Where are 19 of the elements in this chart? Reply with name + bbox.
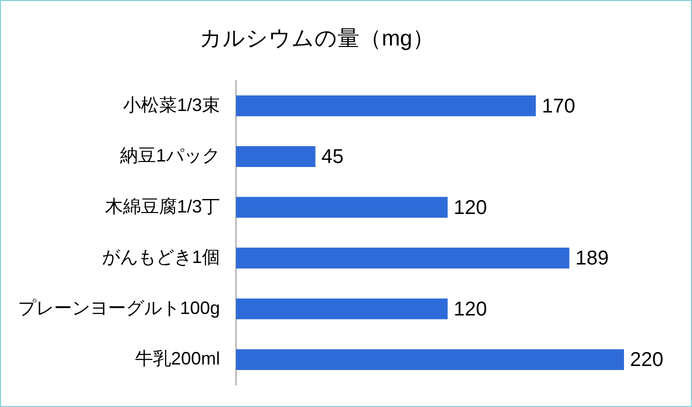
bar bbox=[236, 248, 570, 268]
chart-title: カルシウムの量（mg） bbox=[200, 25, 434, 50]
data-label: 120 bbox=[454, 298, 488, 320]
bar bbox=[236, 95, 536, 116]
y-tick-label: プレーンヨーグルト100g bbox=[18, 298, 220, 318]
bar bbox=[236, 146, 316, 167]
data-label: 120 bbox=[454, 196, 488, 219]
y-tick-label: 納豆1パック bbox=[120, 146, 220, 166]
bar bbox=[236, 196, 448, 218]
y-tick-label: がんもどき1個 bbox=[102, 247, 220, 268]
y-tick-label: 木綿豆腐1/3丁 bbox=[105, 196, 220, 216]
bar bbox=[236, 349, 624, 370]
data-label: 189 bbox=[575, 248, 609, 270]
data-label: 45 bbox=[321, 146, 344, 168]
data-label: 220 bbox=[630, 349, 664, 372]
data-label: 170 bbox=[542, 95, 576, 118]
y-tick-label: 牛乳200ml bbox=[135, 348, 220, 369]
y-tick-label: 小松菜1/3束 bbox=[123, 94, 220, 115]
bar bbox=[236, 298, 448, 320]
